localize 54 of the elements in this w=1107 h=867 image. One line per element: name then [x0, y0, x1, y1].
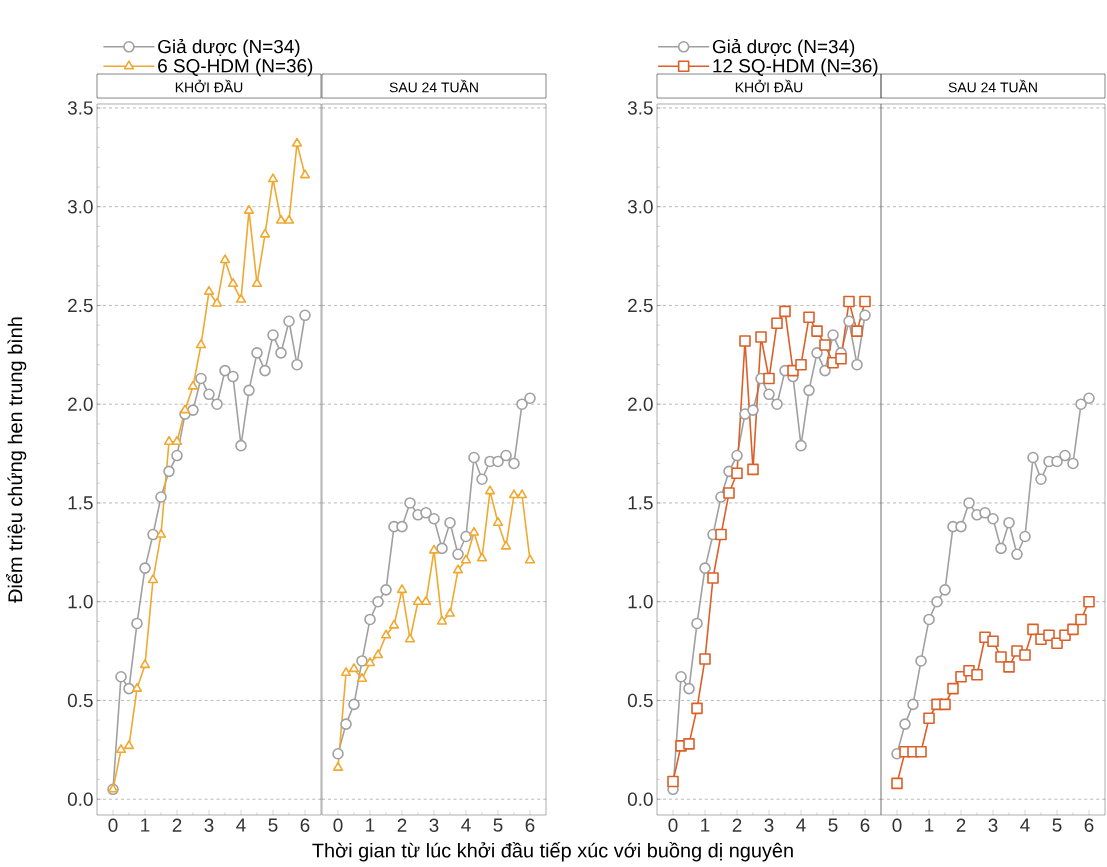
y-tick-label: 0.5 — [627, 693, 653, 708]
x-tick-label: 2 — [732, 818, 742, 832]
x-tick-label: 4 — [1020, 818, 1030, 832]
y-tick-label: 3.0 — [67, 199, 93, 214]
y-tick-label: 1.5 — [68, 496, 93, 510]
x-tick-label: 5 — [1052, 818, 1062, 832]
y-tick-label: 0.5 — [67, 693, 93, 708]
x-tick-label: 6 — [300, 818, 310, 832]
x-tick-label: 6 — [1084, 818, 1094, 832]
y-tick-label: 1.0 — [68, 595, 93, 609]
x-tick-label: 0 — [892, 818, 902, 832]
x-axis-title: Thời gian từ lúc khởi đầu tiếp xúc với buồng dị nguyên — [312, 842, 793, 862]
legend-label: 6 SQ-HDM (N=36) — [158, 58, 313, 77]
chart-title: SAU 24 TUẦN — [389, 79, 478, 93]
y-tick-label: 2.0 — [628, 397, 653, 411]
x-tick-label: 0 — [333, 818, 343, 832]
x-tick-label: 0 — [108, 818, 118, 832]
x-tick-label: 1 — [141, 818, 150, 832]
x-tick-label: 5 — [493, 818, 503, 832]
y-tick-label: 3.5 — [67, 101, 93, 115]
y-tick-label: 3.5 — [627, 101, 653, 115]
y-tick-label: 2.0 — [68, 397, 93, 411]
y-tick-label: 1.5 — [628, 496, 653, 510]
x-tick-label: 1 — [366, 818, 375, 832]
y-tick-label: 1.0 — [628, 595, 653, 609]
x-tick-label: 4 — [796, 818, 806, 832]
chart-title: KHỞI ĐẦU — [735, 79, 803, 93]
x-tick-label: 3 — [204, 818, 214, 832]
legend-label: Giả dược (N=34) — [712, 39, 855, 58]
legend-label: Giả dược (N=34) — [158, 39, 300, 58]
x-tick-label: 3 — [429, 818, 439, 832]
x-tick-label: 0 — [668, 818, 678, 832]
y-tick-label: 0.0 — [67, 792, 93, 806]
x-tick-label: 4 — [236, 818, 246, 832]
y-axis-title: Điểm triệu chứng hen trung bình — [6, 317, 27, 603]
x-tick-label: 2 — [172, 818, 182, 832]
chart-title: SAU 24 TUẦN — [948, 79, 1037, 93]
x-tick-label: 3 — [988, 818, 998, 832]
x-tick-label: 4 — [461, 818, 471, 832]
x-tick-label: 5 — [268, 818, 278, 832]
x-tick-label: 1 — [925, 818, 934, 832]
y-tick-label: 0.0 — [627, 792, 653, 806]
y-tick-label: 2.5 — [628, 298, 653, 313]
legend-label: 12 SQ-HDM (N=36) — [713, 58, 878, 77]
x-tick-label: 5 — [828, 818, 838, 832]
x-tick-label: 3 — [764, 818, 774, 832]
y-tick-label: 2.5 — [68, 298, 93, 313]
x-tick-label: 6 — [860, 818, 870, 832]
chart-title: KHỞI ĐẦU — [175, 79, 243, 93]
x-tick-label: 6 — [525, 818, 535, 832]
x-tick-label: 1 — [701, 818, 710, 832]
x-tick-label: 2 — [397, 818, 407, 832]
x-tick-label: 2 — [956, 818, 966, 832]
y-tick-label: 3.0 — [627, 199, 653, 214]
